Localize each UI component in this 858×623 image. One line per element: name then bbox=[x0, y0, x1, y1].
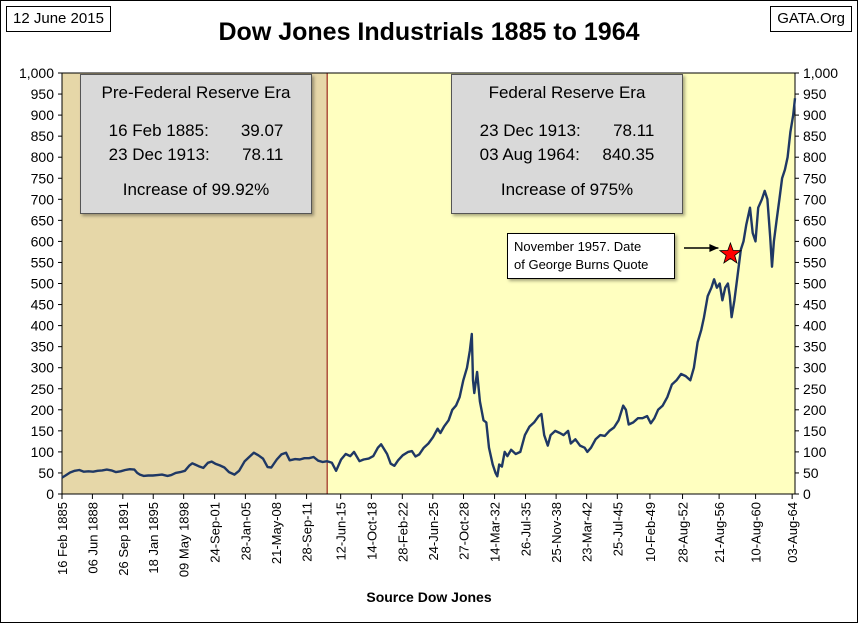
x-tick-label: 10-Feb-49 bbox=[643, 502, 658, 562]
fed-line-1-label: 23 Dec 1913: bbox=[480, 121, 588, 141]
y-tick-label-left: 850 bbox=[31, 128, 55, 144]
y-tick-label-right: 700 bbox=[803, 191, 827, 207]
x-tick-label: 14-Oct-18 bbox=[364, 502, 379, 560]
x-axis-label: Source Dow Jones bbox=[0, 589, 858, 605]
y-tick-label-left: 650 bbox=[31, 212, 55, 228]
y-tick-label-left: 950 bbox=[31, 86, 55, 102]
y-tick-label-right: 0 bbox=[803, 486, 811, 502]
y-tick-label-left: 1,000 bbox=[19, 65, 54, 81]
y-tick-label-left: 150 bbox=[31, 423, 55, 439]
y-tick-label-right: 450 bbox=[803, 297, 827, 313]
x-tick-label: 21-May-08 bbox=[269, 502, 284, 564]
x-tick-label: 24-Sep-01 bbox=[208, 502, 223, 563]
x-tick-label: 10-Aug-60 bbox=[749, 502, 764, 563]
fed-increase: Increase of 975% bbox=[452, 180, 682, 200]
chart-title: Dow Jones Industrials 1885 to 1964 bbox=[0, 18, 858, 47]
pre-fed-line-2: 23 Dec 1913: 78.11 bbox=[81, 145, 311, 165]
y-axis-left: 0 50 100 150 200 250 300 350 400 450 500 550 600 650 7… bbox=[19, 65, 62, 502]
x-tick-label: 03-Aug-64 bbox=[785, 502, 800, 563]
y-tick-label-left: 800 bbox=[31, 149, 55, 165]
y-tick-label-left: 100 bbox=[31, 444, 55, 460]
y-tick-label-left: 600 bbox=[31, 233, 55, 249]
x-tick-label: 23-Mar-42 bbox=[580, 502, 595, 562]
fed-era-box: Federal Reserve Era 23 Dec 1913: 78.11 0… bbox=[451, 74, 683, 214]
y-tick-label-left: 250 bbox=[31, 381, 55, 397]
x-axis: 16 Feb 1885 06 Jun 1888 26 Sep 1891 18 Jan … bbox=[55, 494, 800, 577]
burns-quote-note: November 1957. Date of George Burns Quot… bbox=[507, 233, 675, 279]
x-tick-label: 25-Nov-38 bbox=[549, 502, 564, 563]
x-tick-label: 14-Mar-32 bbox=[488, 502, 503, 562]
x-tick-label: 28-Aug-52 bbox=[676, 502, 691, 563]
y-tick-label-left: 0 bbox=[46, 486, 54, 502]
y-tick-label-right: 100 bbox=[803, 444, 827, 460]
fed-line-1: 23 Dec 1913: 78.11 bbox=[452, 121, 682, 141]
x-tick-label: 27-Oct-28 bbox=[457, 502, 472, 560]
x-tick-label: 26 Sep 1891 bbox=[116, 502, 131, 576]
y-tick-label-right: 200 bbox=[803, 402, 827, 418]
x-tick-label: 06 Jun 1888 bbox=[85, 502, 100, 574]
y-tick-label-left: 50 bbox=[38, 465, 54, 481]
y-tick-label-right: 750 bbox=[803, 170, 827, 186]
y-tick-label-right: 650 bbox=[803, 212, 827, 228]
y-tick-label-right: 900 bbox=[803, 107, 827, 123]
y-tick-label-left: 900 bbox=[31, 107, 55, 123]
y-tick-label-right: 1,000 bbox=[803, 65, 838, 81]
pre-fed-line-1-label: 16 Feb 1885: bbox=[109, 121, 217, 141]
x-tick-label: 21-Aug-56 bbox=[712, 502, 727, 563]
x-tick-label: 28-Sep-11 bbox=[300, 502, 315, 562]
y-tick-label-right: 150 bbox=[803, 423, 827, 439]
x-tick-label: 16 Feb 1885 bbox=[55, 502, 70, 575]
fed-line-2-value: 840.35 bbox=[592, 145, 654, 165]
y-tick-label-right: 950 bbox=[803, 86, 827, 102]
pre-fed-line-2-value: 78.11 bbox=[221, 145, 283, 165]
pre-fed-era-title: Pre-Federal Reserve Era bbox=[81, 83, 311, 103]
y-tick-label-right: 800 bbox=[803, 149, 827, 165]
y-tick-label-left: 300 bbox=[31, 360, 55, 376]
x-tick-label: 26-Jul-35 bbox=[519, 502, 534, 556]
pre-fed-line-1: 16 Feb 1885: 39.07 bbox=[81, 121, 311, 141]
x-tick-label: 28-Jan-05 bbox=[238, 502, 253, 561]
fed-line-2: 03 Aug 1964: 840.35 bbox=[452, 145, 682, 165]
y-tick-label-right: 250 bbox=[803, 381, 827, 397]
pre-fed-line-2-label: 23 Dec 1913: bbox=[109, 145, 217, 165]
x-tick-label: 24-Jun-25 bbox=[426, 502, 441, 561]
y-tick-label-left: 550 bbox=[31, 254, 55, 270]
y-tick-label-right: 600 bbox=[803, 233, 827, 249]
x-tick-label: 18 Jan 1895 bbox=[146, 502, 161, 574]
y-tick-label-right: 400 bbox=[803, 318, 827, 334]
y-tick-label-right: 300 bbox=[803, 360, 827, 376]
pre-fed-era-box: Pre-Federal Reserve Era 16 Feb 1885: 39.… bbox=[80, 74, 312, 214]
y-tick-label-right: 550 bbox=[803, 254, 827, 270]
y-tick-label-right: 500 bbox=[803, 276, 827, 292]
y-tick-label-left: 750 bbox=[31, 170, 55, 186]
pre-fed-increase: Increase of 99.92% bbox=[81, 180, 311, 200]
x-tick-label: 28-Feb-22 bbox=[395, 502, 410, 562]
x-tick-label: 12-Jun-15 bbox=[334, 502, 349, 561]
x-tick-label: 25-Jul-45 bbox=[610, 502, 625, 556]
y-tick-label-left: 500 bbox=[31, 276, 55, 292]
y-tick-label-right: 50 bbox=[803, 465, 819, 481]
y-tick-label-left: 350 bbox=[31, 339, 55, 355]
x-tick-label: 09 May 1898 bbox=[177, 502, 192, 577]
y-tick-label-left: 450 bbox=[31, 297, 55, 313]
y-tick-label-right: 350 bbox=[803, 339, 827, 355]
fed-era-title: Federal Reserve Era bbox=[452, 83, 682, 103]
y-axis-right: 0 50 100 150 200 250 300 350 400 450 500 550 600 650 7… bbox=[795, 65, 838, 502]
pre-fed-line-1-value: 39.07 bbox=[221, 121, 283, 141]
y-tick-label-left: 200 bbox=[31, 402, 55, 418]
y-tick-label-left: 700 bbox=[31, 191, 55, 207]
y-tick-label-right: 850 bbox=[803, 128, 827, 144]
fed-line-1-value: 78.11 bbox=[592, 121, 654, 141]
y-tick-label-left: 400 bbox=[31, 318, 55, 334]
burns-note-line-1: November 1957. Date bbox=[514, 238, 668, 256]
fed-line-2-label: 03 Aug 1964: bbox=[480, 145, 588, 165]
burns-note-line-2: of George Burns Quote bbox=[514, 256, 668, 274]
